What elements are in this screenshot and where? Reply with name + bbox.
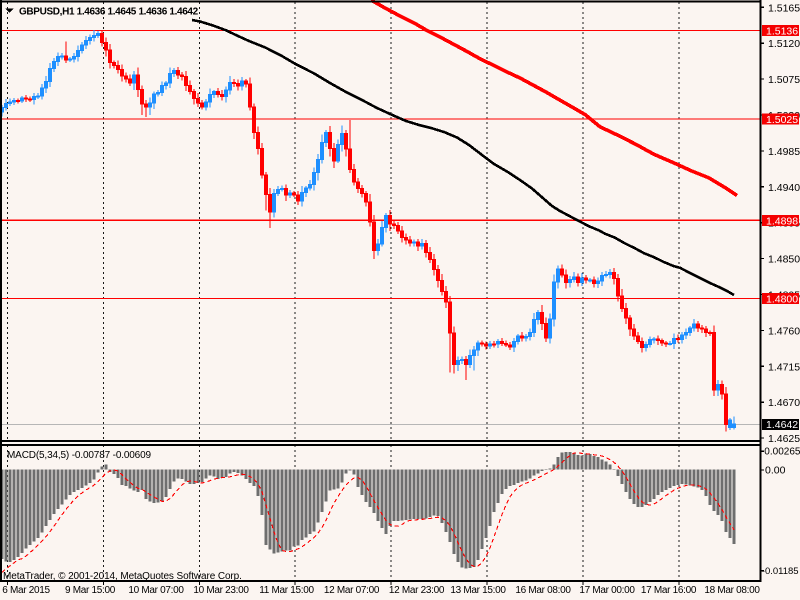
svg-text:10 Mar 07:00: 10 Mar 07:00 xyxy=(128,585,184,596)
svg-text:GBPUSD,H1 1.4636 1.4645 1.463: GBPUSD,H1 1.4636 1.4645 1.4636 1.4642 xyxy=(19,7,199,18)
svg-text:1.4625: 1.4625 xyxy=(768,433,800,445)
svg-text:1.5165: 1.5165 xyxy=(768,2,800,14)
svg-text:1.5136: 1.5136 xyxy=(766,25,798,37)
svg-text:6 Mar 2015: 6 Mar 2015 xyxy=(2,585,50,596)
svg-text:1.4898: 1.4898 xyxy=(766,215,798,227)
svg-text:1.5120: 1.5120 xyxy=(768,38,800,50)
svg-text:1.4985: 1.4985 xyxy=(768,146,800,158)
svg-text:0.00: 0.00 xyxy=(765,465,786,477)
svg-text:1.5075: 1.5075 xyxy=(768,74,800,86)
svg-text:12 Mar 07:00: 12 Mar 07:00 xyxy=(324,585,380,596)
svg-text:MACD(5,34,5) -0.00787 -0.00609: MACD(5,34,5) -0.00787 -0.00609 xyxy=(7,450,152,461)
svg-text:13 Mar 15:00: 13 Mar 15:00 xyxy=(450,585,506,596)
svg-text:1.4670: 1.4670 xyxy=(768,397,800,409)
svg-text:1.4760: 1.4760 xyxy=(768,325,800,337)
svg-text:-0.01185: -0.01185 xyxy=(762,566,799,577)
svg-text:MetaTrader, © 2001-2014, MetaQ: MetaTrader, © 2001-2014, MetaQuotes Soft… xyxy=(3,571,242,582)
svg-text:0.00265: 0.00265 xyxy=(764,447,800,458)
svg-text:10 Mar 23:00: 10 Mar 23:00 xyxy=(193,585,249,596)
svg-text:9 Mar 15:00: 9 Mar 15:00 xyxy=(65,585,116,596)
svg-text:1.4850: 1.4850 xyxy=(768,254,800,266)
svg-text:1.5025: 1.5025 xyxy=(766,114,798,126)
svg-text:16 Mar 08:00: 16 Mar 08:00 xyxy=(515,585,571,596)
svg-text:17 Mar 00:00: 17 Mar 00:00 xyxy=(579,585,635,596)
svg-text:12 Mar 23:00: 12 Mar 23:00 xyxy=(389,585,445,596)
svg-text:1.4800: 1.4800 xyxy=(766,294,798,306)
svg-text:11 Mar 15:00: 11 Mar 15:00 xyxy=(259,585,314,596)
svg-text:1.4940: 1.4940 xyxy=(768,182,800,194)
svg-text:1.4715: 1.4715 xyxy=(768,361,800,373)
svg-text:1.4642: 1.4642 xyxy=(766,419,798,431)
svg-text:17 Mar 16:00: 17 Mar 16:00 xyxy=(641,585,697,596)
svg-text:18 Mar 08:00: 18 Mar 08:00 xyxy=(704,585,760,596)
